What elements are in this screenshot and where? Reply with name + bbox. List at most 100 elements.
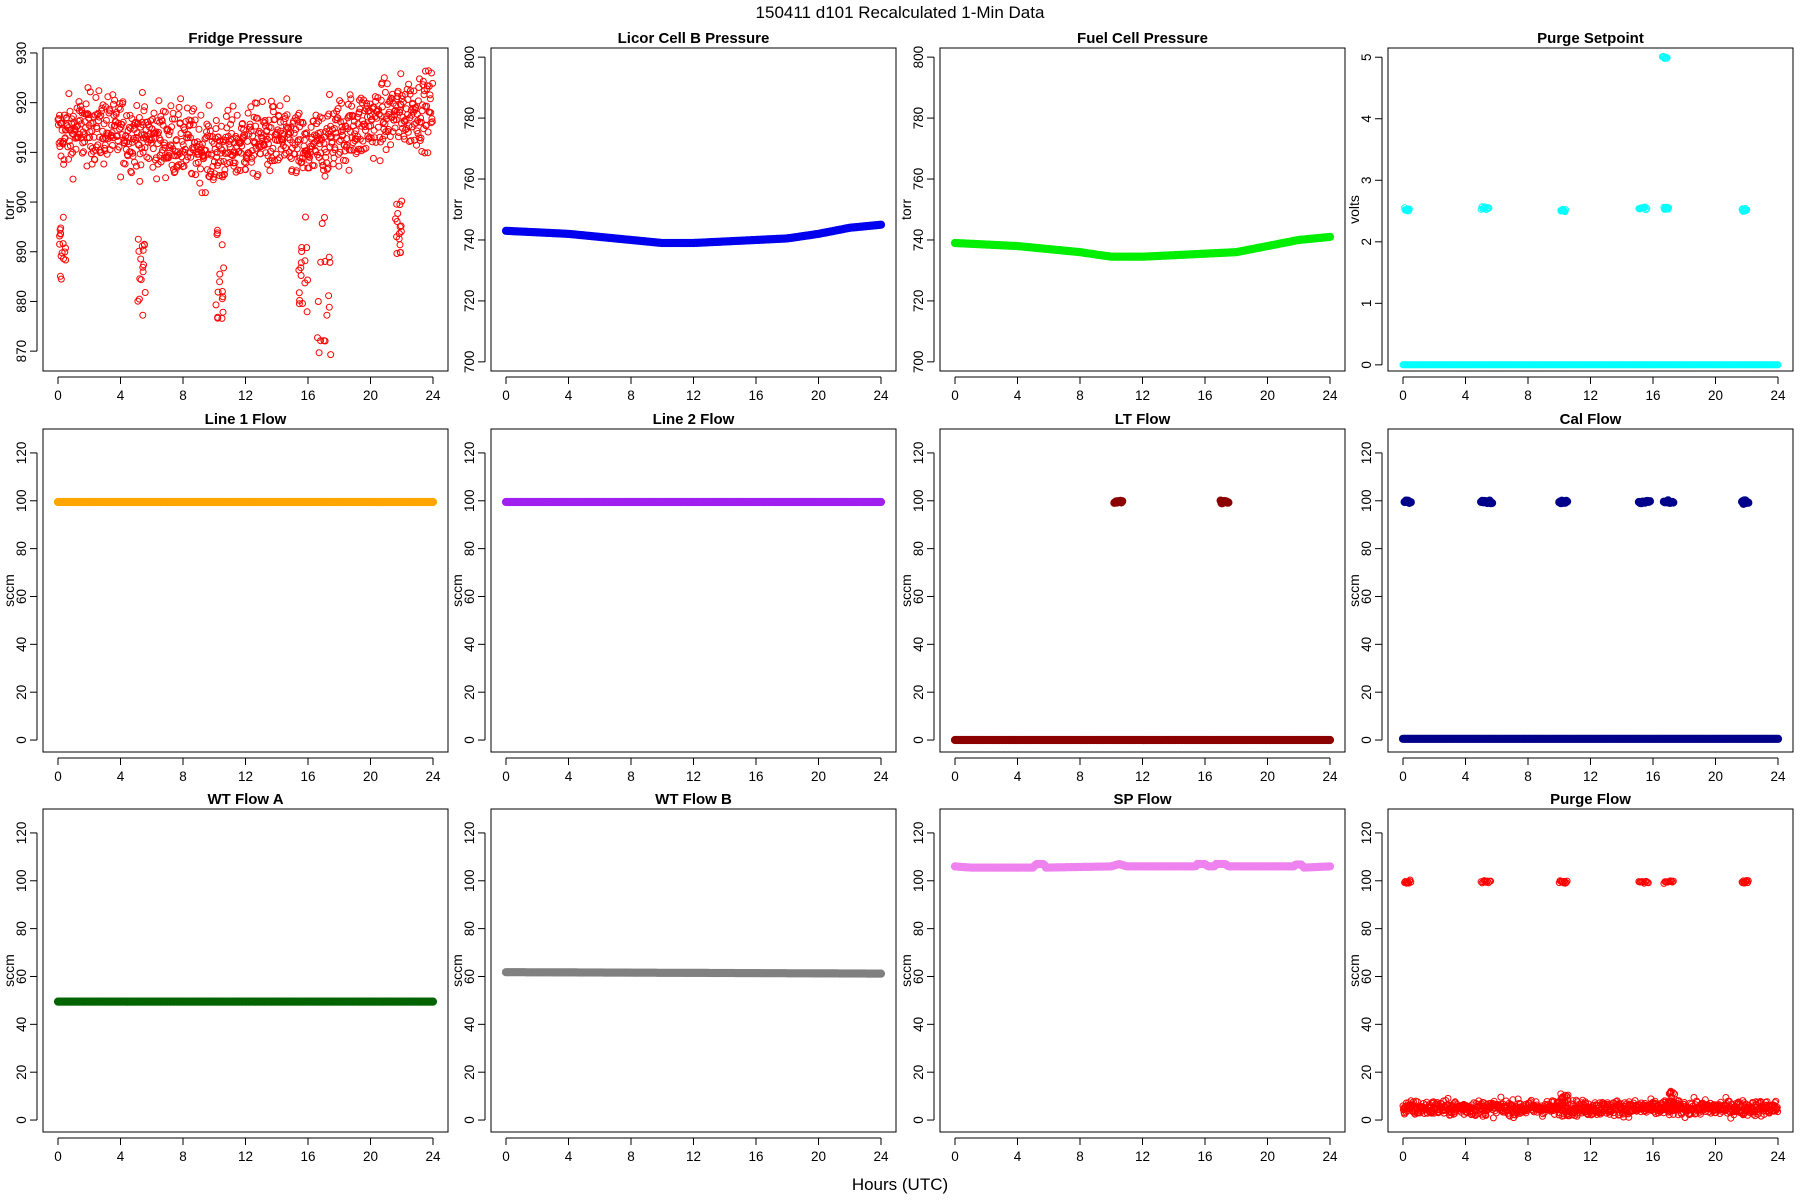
data-point — [338, 99, 345, 107]
data-point — [69, 175, 77, 183]
data-point — [175, 103, 183, 111]
data-point — [62, 256, 70, 264]
y-tick-label: 760 — [911, 168, 926, 191]
data-point — [102, 103, 110, 111]
data-point — [127, 148, 135, 156]
data-point — [161, 139, 168, 147]
data-point — [140, 261, 148, 269]
plot-frame — [42, 428, 449, 753]
x-tick-label: 24 — [425, 388, 441, 403]
x-tick-label: 20 — [1260, 1149, 1275, 1164]
y-tick-label: 0 — [462, 1116, 477, 1124]
y-tick-label: 120 — [14, 822, 29, 845]
data-point — [296, 136, 304, 144]
y-tick-label: 100 — [911, 490, 926, 513]
series-points — [1398, 496, 1783, 743]
data-point — [254, 171, 262, 179]
x-tick-label: 20 — [363, 388, 378, 403]
data-point — [132, 136, 140, 144]
data-point — [306, 153, 314, 161]
x-tick-label: 16 — [300, 769, 315, 784]
x-tick-label: 24 — [1322, 1149, 1338, 1164]
data-point — [296, 296, 304, 304]
data-point — [116, 105, 124, 113]
data-point — [168, 123, 176, 131]
data-point — [396, 201, 404, 209]
series-points — [501, 497, 886, 507]
data-point — [421, 149, 429, 157]
data-point — [1773, 734, 1783, 743]
data-point — [56, 240, 64, 248]
data-point — [297, 264, 305, 272]
y-tick-label: 720 — [911, 290, 926, 313]
data-point — [404, 128, 412, 136]
data-point — [381, 120, 389, 128]
data-point — [133, 102, 141, 109]
data-point — [143, 153, 151, 161]
y-tick-label: 0 — [14, 1116, 29, 1124]
y-tick-label: 20 — [911, 685, 926, 700]
data-point — [115, 143, 123, 151]
y-tick-label: 80 — [1359, 541, 1374, 556]
y-tick-label: 100 — [1359, 490, 1374, 513]
x-tick-label: 12 — [1583, 1149, 1598, 1164]
plot-frame — [42, 47, 449, 372]
data-point — [196, 179, 204, 187]
data-point — [187, 153, 195, 161]
data-point — [78, 149, 86, 157]
y-tick-label: 1 — [1359, 300, 1374, 308]
x-tick-label: 12 — [1135, 769, 1150, 784]
data-point — [250, 151, 258, 159]
x-tick-label: 0 — [502, 1149, 510, 1164]
y-tick-label: 80 — [462, 541, 477, 556]
data-point — [216, 157, 224, 165]
data-point — [56, 272, 64, 280]
data-point — [326, 258, 334, 266]
data-point — [72, 145, 80, 153]
data-point — [222, 112, 230, 120]
y-tick-label: 20 — [1359, 685, 1374, 700]
data-point — [349, 113, 357, 120]
data-point — [158, 117, 166, 125]
data-point — [269, 144, 277, 152]
data-point — [186, 121, 194, 129]
data-point — [299, 118, 306, 126]
data-point — [135, 247, 143, 255]
y-tick-label: 100 — [911, 870, 926, 893]
data-point — [140, 107, 148, 115]
data-point — [115, 104, 123, 112]
data-point — [153, 130, 161, 138]
data-point — [289, 139, 297, 147]
data-point — [318, 220, 326, 227]
data-point — [137, 161, 145, 169]
data-point — [244, 109, 252, 117]
y-tick-label: 40 — [14, 1017, 29, 1032]
data-point — [418, 107, 426, 115]
data-point — [238, 142, 246, 150]
y-tick-label: 930 — [14, 42, 29, 65]
y-tick-label: 780 — [462, 107, 477, 130]
x-tick-label: 20 — [1708, 1149, 1723, 1164]
data-point — [187, 117, 195, 125]
data-point — [314, 298, 322, 305]
x-tick-label: 8 — [1524, 388, 1532, 403]
data-point — [174, 151, 182, 159]
data-point — [423, 102, 431, 110]
series-points — [1399, 876, 1782, 1122]
x-tick-label: 24 — [1770, 1149, 1786, 1164]
data-point — [170, 169, 178, 177]
data-point — [396, 241, 404, 249]
data-point — [174, 148, 182, 156]
x-tick-label: 12 — [238, 388, 253, 403]
data-point — [119, 118, 127, 126]
x-tick-label: 0 — [951, 769, 959, 784]
data-point — [317, 258, 325, 266]
data-point — [137, 276, 145, 284]
data-point — [123, 138, 131, 146]
x-tick-label: 12 — [686, 388, 701, 403]
data-point — [393, 233, 401, 241]
data-point — [60, 160, 68, 168]
